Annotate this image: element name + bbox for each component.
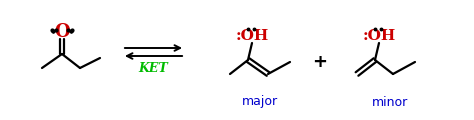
Text: O: O — [54, 23, 70, 41]
Text: :OH: :OH — [236, 29, 269, 43]
Text: minor: minor — [372, 96, 408, 108]
Text: major: major — [242, 96, 278, 108]
Text: KET: KET — [139, 61, 168, 75]
Text: :OH: :OH — [363, 29, 396, 43]
Text: +: + — [312, 53, 328, 71]
